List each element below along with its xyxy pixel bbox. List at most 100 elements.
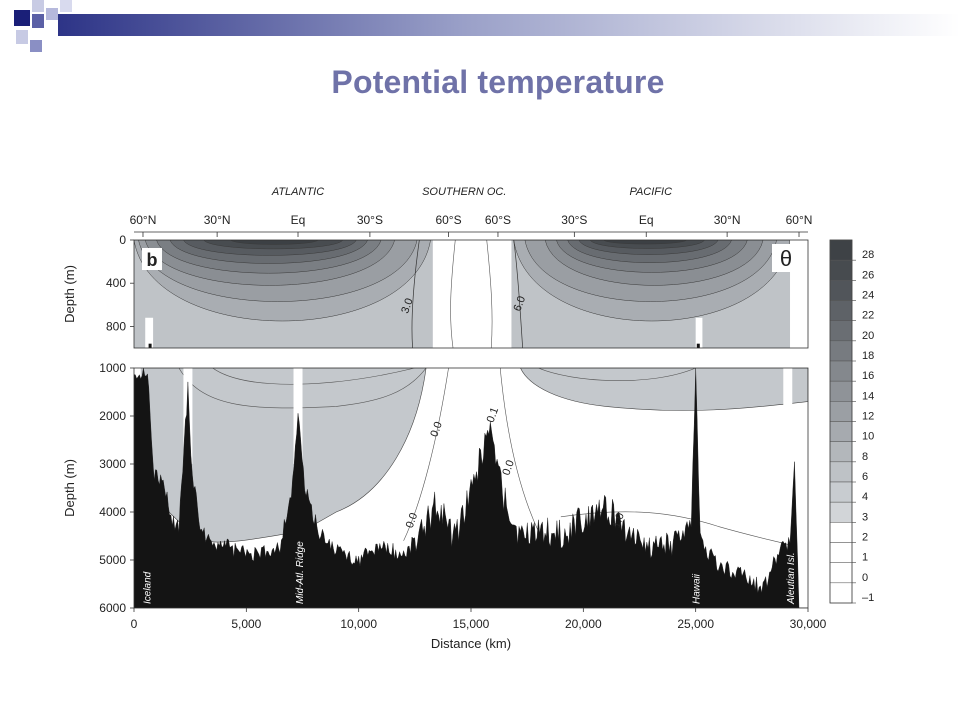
x-tick-label: 5,000	[231, 617, 261, 631]
lower-data-gap	[783, 368, 793, 464]
colorbar-tick-label: 1	[862, 552, 868, 564]
x-tick-label: 10,000	[340, 617, 377, 631]
contour-value-label: 3.0	[399, 297, 416, 315]
header-square	[46, 8, 58, 20]
contour-value-label: 6.0	[512, 295, 529, 313]
x-tick-label: 0	[131, 617, 138, 631]
topography-label: Iceland	[142, 571, 153, 604]
latitude-tick-label: 30°S	[357, 213, 383, 227]
seafloor-topography	[148, 343, 152, 348]
upper-panel	[134, 240, 808, 348]
contour-value-label: 0.0	[404, 511, 421, 529]
colorbar-tick-label: 4	[862, 491, 868, 503]
topography-label: Aleutian Isl.	[786, 552, 797, 605]
panel-label: b	[147, 250, 158, 270]
contour-value-label: 0.0	[500, 459, 517, 477]
colorbar-tick-label: 12	[862, 411, 874, 423]
colorbar-tick-label: 22	[862, 310, 874, 322]
contour-line	[486, 240, 493, 348]
colorbar-tick-label: 14	[862, 390, 874, 402]
lower-y-tick-label: 1000	[99, 361, 126, 375]
upper-y-tick-label: 0	[119, 233, 126, 247]
contour-line	[411, 240, 420, 348]
colorbar-swatch	[829, 461, 853, 483]
latitude-tick-label: Eq	[639, 213, 654, 227]
latitude-tick-label: 60°S	[485, 213, 511, 227]
latitude-tick-label: 30°S	[561, 213, 587, 227]
labels-layer: b θ 3.0 6.0 0.0 0.1 0.0 0.0 1.0 Iceland Mid-Atl. R…	[142, 244, 800, 605]
lower-y-tick-label: 5000	[99, 553, 126, 567]
lower-y-tick-label: 3000	[99, 457, 126, 471]
x-tick-label: 15,000	[453, 617, 490, 631]
header-decoration	[14, 0, 960, 52]
colorbar-tick-label: 3	[862, 511, 868, 523]
colorbar-swatch	[829, 542, 853, 563]
lower-y-tick-label: 6000	[99, 601, 126, 615]
contour-line	[450, 240, 456, 348]
upper-axis-frame	[133, 239, 809, 349]
contour-line	[403, 368, 449, 541]
colorbar-tick-label: 18	[862, 350, 874, 362]
atlantic-deep-water	[134, 368, 427, 543]
colorbar-swatch	[829, 501, 853, 523]
header-gradient-bar	[58, 14, 960, 36]
southern-ocean-cold-region	[432, 240, 512, 348]
contour-value-label: 0.1	[485, 406, 502, 424]
contour-line	[178, 368, 427, 409]
latitude-tick-label: Eq	[291, 213, 306, 227]
colorbar-tick-label: 16	[862, 370, 874, 382]
colorbar-swatch	[829, 340, 853, 362]
topography-label: Mid-Atl. Ridge	[295, 541, 306, 604]
colorbar-swatch	[829, 441, 853, 463]
x-tick-label: 25,000	[677, 617, 714, 631]
panel-label-box	[142, 248, 162, 270]
colorbar-swatch	[829, 280, 853, 301]
seafloor-topography	[696, 343, 700, 348]
lower-panel	[134, 368, 808, 608]
upper-y-axis-title: Depth (m)	[62, 265, 77, 323]
colorbar-swatch	[829, 259, 853, 281]
ocean-basin-label: SOUTHERN OC.	[422, 186, 506, 198]
header-square	[60, 0, 72, 12]
colorbar-tick-label: –1	[862, 592, 874, 604]
axes-layer: 0 400 800 1000 2000 3000 4000 5000 6000 0 5,000 10,…	[62, 186, 827, 651]
colorbar-swatch	[829, 360, 853, 382]
latitude-tick-label: 30°N	[204, 213, 231, 227]
lower-y-tick-label: 4000	[99, 505, 126, 519]
upper-y-tick-label: 800	[106, 319, 126, 333]
colorbar-tick-label: 26	[862, 269, 874, 281]
header-square	[14, 10, 30, 26]
x-axis-title: Distance (km)	[431, 636, 511, 651]
colorbar-swatch	[829, 582, 853, 604]
colorbar-tick-label: 20	[862, 330, 874, 342]
colorbar-tick-label: 6	[862, 471, 868, 483]
upper-data-gap	[695, 317, 703, 348]
colorbar-swatch	[829, 421, 853, 442]
colorbar-swatch	[829, 562, 853, 584]
colorbar-swatch	[829, 522, 853, 543]
header-square	[32, 14, 44, 28]
latitude-tick-label: 60°N	[786, 213, 813, 227]
upper-y-tick-label: 400	[106, 276, 126, 290]
colorbar-swatch	[829, 481, 853, 503]
upper-data-gap	[145, 317, 154, 348]
ocean-basin-label: PACIFIC	[629, 186, 672, 198]
variable-symbol: θ	[780, 246, 792, 271]
colorbar-tick-label: 24	[862, 290, 874, 302]
header-square	[32, 0, 44, 12]
lower-y-tick-label: 2000	[99, 409, 126, 423]
colorbar-tick-label: 28	[862, 249, 874, 261]
contour-line	[560, 511, 793, 546]
topography-label: Hawaii	[692, 573, 703, 604]
header-square	[30, 40, 42, 52]
latitude-tick-label: 30°N	[714, 213, 741, 227]
colorbar-swatch	[829, 401, 853, 422]
colorbar-tick-label: 8	[862, 451, 868, 463]
variable-symbol-box	[772, 244, 800, 272]
header-square	[16, 30, 28, 44]
contour-line	[538, 368, 696, 381]
slide-title: Potential temperature	[331, 64, 665, 100]
colorbar-tick-label: 2	[862, 532, 868, 544]
